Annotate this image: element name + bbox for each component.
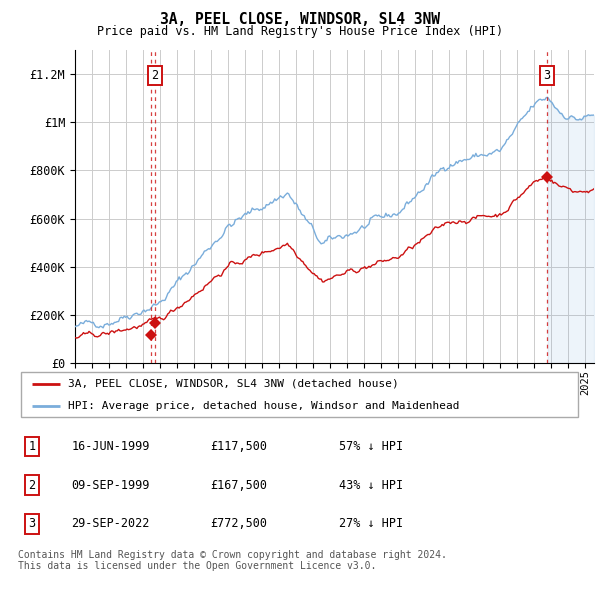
Text: 3: 3 [544, 69, 551, 82]
Text: Contains HM Land Registry data © Crown copyright and database right 2024.
This d: Contains HM Land Registry data © Crown c… [18, 550, 447, 572]
Text: 3A, PEEL CLOSE, WINDSOR, SL4 3NW (detached house): 3A, PEEL CLOSE, WINDSOR, SL4 3NW (detach… [68, 379, 398, 389]
Text: £772,500: £772,500 [210, 517, 267, 530]
Text: £117,500: £117,500 [210, 440, 267, 453]
Text: 16-JUN-1999: 16-JUN-1999 [71, 440, 150, 453]
Text: HPI: Average price, detached house, Windsor and Maidenhead: HPI: Average price, detached house, Wind… [68, 401, 459, 411]
FancyBboxPatch shape [21, 372, 578, 417]
Text: 57% ↓ HPI: 57% ↓ HPI [340, 440, 404, 453]
Text: 2: 2 [29, 478, 35, 492]
Text: 3A, PEEL CLOSE, WINDSOR, SL4 3NW: 3A, PEEL CLOSE, WINDSOR, SL4 3NW [160, 12, 440, 27]
Text: 2: 2 [151, 69, 158, 82]
Text: Price paid vs. HM Land Registry's House Price Index (HPI): Price paid vs. HM Land Registry's House … [97, 25, 503, 38]
Text: 3: 3 [29, 517, 35, 530]
Text: 09-SEP-1999: 09-SEP-1999 [71, 478, 150, 492]
Text: 29-SEP-2022: 29-SEP-2022 [71, 517, 150, 530]
Text: 27% ↓ HPI: 27% ↓ HPI [340, 517, 404, 530]
Text: 43% ↓ HPI: 43% ↓ HPI [340, 478, 404, 492]
Text: 1: 1 [29, 440, 35, 453]
Text: £167,500: £167,500 [210, 478, 267, 492]
